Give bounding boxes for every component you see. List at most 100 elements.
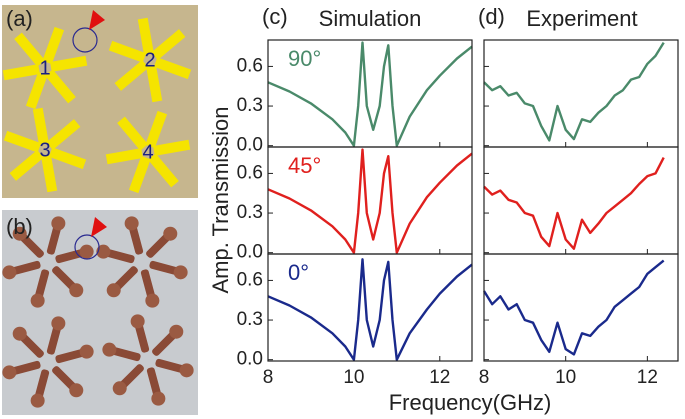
y-tick-label: 0.3 — [237, 95, 263, 116]
data-line — [267, 258, 473, 361]
x-tick-label: 12 — [429, 367, 450, 388]
brown-arm — [19, 233, 44, 258]
column-title: Experiment — [526, 6, 637, 31]
yellow-arm — [153, 139, 191, 156]
yellow-arm — [9, 150, 44, 181]
yellow-arm — [14, 32, 45, 67]
yellow-arm — [148, 153, 179, 188]
brown-head — [151, 391, 166, 406]
yellow-arm — [128, 155, 151, 194]
unit-number: 1 — [39, 57, 50, 79]
brown-head — [96, 244, 111, 259]
brown-head — [12, 226, 27, 241]
yellow-arm — [48, 147, 87, 170]
brown-arm — [55, 248, 86, 264]
data-line — [267, 148, 473, 254]
yellow-arm — [50, 55, 88, 72]
y-tick-label: 0.6 — [237, 269, 263, 290]
x-tick-label: 8 — [479, 367, 490, 388]
brown-arm — [146, 233, 171, 258]
yellow-arm — [153, 57, 192, 80]
yellow-arm — [151, 29, 186, 60]
y-tick-label: 0.3 — [237, 309, 263, 330]
y-tick-label: 0.6 — [237, 162, 263, 183]
yellow-arm — [41, 155, 58, 193]
brown-arm — [52, 366, 77, 391]
angle-annotation: 90° — [288, 46, 321, 71]
brown-arm — [10, 360, 41, 376]
brown-head — [112, 381, 127, 396]
panel-label: (b) — [6, 214, 33, 239]
brown-head — [30, 293, 45, 308]
brown-head — [2, 265, 17, 280]
brown-arm — [119, 364, 144, 389]
brown-arm — [55, 348, 86, 364]
angle-annotation: 0° — [288, 260, 309, 285]
brown-head — [30, 393, 45, 408]
plot-frame — [483, 253, 679, 362]
yellow-arm — [45, 69, 76, 104]
brown-head — [179, 363, 194, 378]
data-line — [267, 41, 473, 147]
panel-label: (c) — [262, 4, 288, 29]
brown-head — [145, 293, 160, 308]
x-tick-label: 8 — [263, 367, 274, 388]
marker-circle — [74, 234, 100, 260]
yellow-arm — [25, 71, 48, 110]
brown-arm — [152, 331, 177, 356]
brown-arm — [52, 266, 77, 291]
yellow-arm — [46, 119, 81, 150]
brown-head — [69, 383, 84, 398]
y-tick-label: 0.0 — [237, 349, 263, 370]
panel-label: (a) — [6, 6, 33, 31]
y-tick-label: 0.0 — [237, 242, 263, 263]
plot-frame — [267, 253, 473, 362]
brown-arm — [113, 266, 138, 291]
brown-head — [51, 316, 66, 331]
brown-arm — [146, 367, 162, 398]
yellow-arm — [42, 26, 65, 65]
yellow-arm — [32, 107, 49, 145]
x-tick-label: 12 — [637, 367, 658, 388]
brown-arm — [149, 260, 180, 276]
yellow-arm — [114, 60, 149, 91]
yellow-arm — [108, 40, 147, 63]
yellow-arm — [2, 64, 40, 81]
sample-illustrations: 1 2 4 3 — [2, 10, 194, 408]
brown-arm — [128, 224, 144, 255]
brown-head — [102, 342, 117, 357]
brown-arm — [104, 248, 135, 264]
brown-head — [169, 324, 184, 339]
panel-label: (d) — [478, 4, 505, 29]
brown-arm — [134, 322, 150, 353]
brown-head — [12, 326, 27, 341]
yellow-arm — [117, 116, 148, 151]
marker-circle — [72, 27, 98, 53]
brown-arm — [46, 324, 62, 355]
brown-arm — [140, 269, 156, 300]
yellow-arm — [3, 130, 42, 153]
unit-number: 2 — [144, 49, 155, 71]
brown-arm — [10, 260, 41, 276]
marker-arrow — [89, 10, 105, 30]
x-tick-label: 10 — [555, 367, 576, 388]
column-title: Simulation — [319, 6, 422, 31]
brown-head — [163, 226, 178, 241]
y-axis-label: Amp. Transmission — [208, 106, 233, 293]
brown-head — [79, 344, 94, 359]
brown-head — [106, 283, 121, 298]
brown-head — [51, 216, 66, 231]
brown-head — [69, 283, 84, 298]
marker-arrow — [91, 217, 107, 237]
brown-arm — [34, 269, 50, 300]
brown-head — [124, 216, 139, 231]
brown-arm — [46, 224, 62, 255]
brown-arm — [19, 333, 44, 358]
unit-number: 3 — [39, 139, 50, 161]
brown-head — [130, 314, 145, 329]
data-line — [483, 157, 665, 250]
data-line — [483, 41, 665, 142]
yellow-arm — [146, 65, 163, 103]
y-tick-label: 0.0 — [237, 135, 263, 156]
